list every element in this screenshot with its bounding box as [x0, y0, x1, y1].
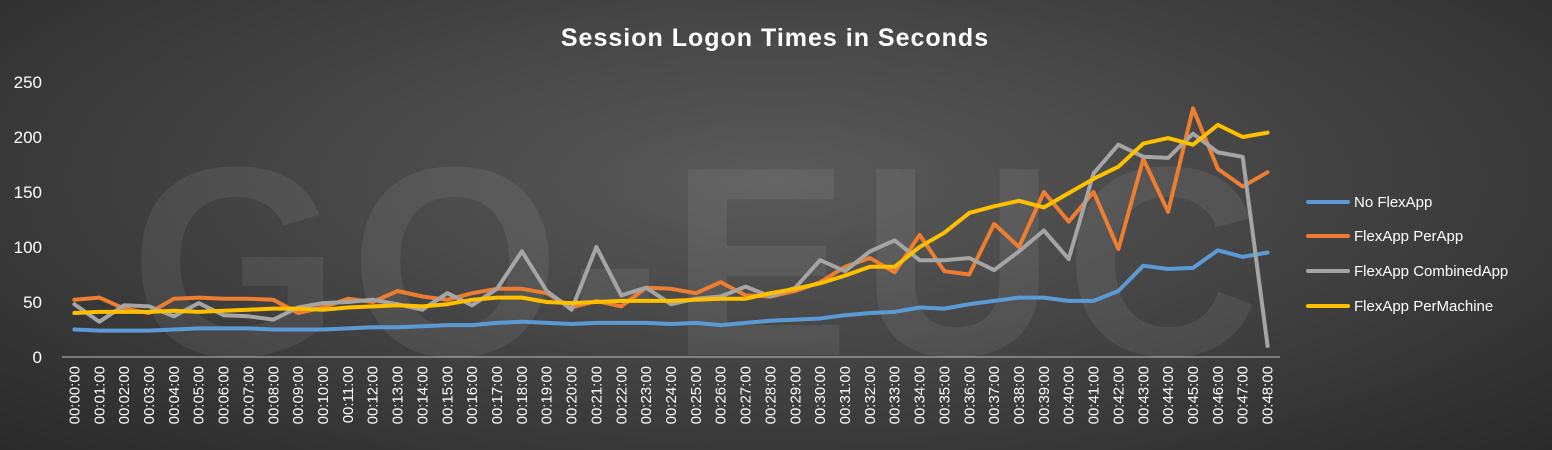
x-tick-label: 00:48:00 — [1260, 366, 1277, 424]
x-tick-label: 00:04:00 — [166, 366, 183, 424]
x-tick-label: 00:31:00 — [837, 366, 854, 424]
x-tick-label: 00:33:00 — [887, 366, 904, 424]
x-tick-label: 00:07:00 — [240, 366, 257, 424]
y-axis: 0 50 100 150 200 250 — [14, 73, 42, 367]
x-tick-label: 00:08:00 — [265, 366, 282, 424]
x-tick-label: 00:38:00 — [1011, 366, 1028, 424]
y-tick-label: 0 — [33, 348, 42, 367]
x-tick-label: 00:06:00 — [216, 366, 233, 424]
x-tick-label: 00:18:00 — [514, 366, 531, 424]
y-tick-label: 50 — [23, 293, 42, 312]
x-tick-label: 00:09:00 — [290, 366, 307, 424]
series-line-3 — [72, 122, 1270, 315]
x-tick-label: 00:28:00 — [762, 366, 779, 424]
legend-label: FlexApp PerMachine — [1354, 298, 1493, 315]
x-tick-label: 00:14:00 — [414, 366, 431, 424]
x-tick-label: 00:25:00 — [688, 366, 705, 424]
series-lines — [72, 106, 1270, 348]
y-tick-label: 150 — [14, 183, 42, 202]
x-tick-label: 00:05:00 — [191, 366, 208, 424]
x-tick-label: 00:32:00 — [862, 366, 879, 424]
legend: No FlexApp FlexApp PerApp FlexApp Combined… — [1306, 194, 1508, 315]
x-tick-label: 00:26:00 — [713, 366, 730, 424]
x-tick-label: 00:44:00 — [1160, 366, 1177, 424]
x-tick-label: 00:36:00 — [961, 366, 978, 424]
legend-label: FlexApp CombinedApp — [1354, 263, 1508, 280]
x-tick-label: 00:15:00 — [439, 366, 456, 424]
x-tick-label: 00:19:00 — [539, 366, 556, 424]
series-line-0 — [72, 248, 1270, 333]
x-tick-label: 00:12:00 — [365, 366, 382, 424]
chart-title: Session Logon Times in Seconds — [561, 24, 989, 52]
x-tick-label: 00:10:00 — [315, 366, 332, 424]
watermark-text: GO-EUC — [130, 112, 1270, 413]
x-tick-label: 00:47:00 — [1235, 366, 1252, 424]
x-tick-label: 00:03:00 — [141, 366, 158, 424]
series-line-1 — [72, 106, 1270, 315]
x-tick-label: 00:16:00 — [464, 366, 481, 424]
x-tick-label: 00:01:00 — [91, 366, 108, 424]
x-tick-label: 00:17:00 — [489, 366, 506, 424]
x-tick-label: 00:40:00 — [1061, 366, 1078, 424]
y-tick-label: 250 — [14, 73, 42, 92]
x-tick-label: 00:41:00 — [1086, 366, 1103, 424]
series-line-2 — [72, 131, 1270, 348]
x-tick-label: 00:23:00 — [638, 366, 655, 424]
legend-label: FlexApp PerApp — [1354, 228, 1463, 245]
x-tick-label: 00:02:00 — [116, 366, 133, 424]
x-tick-label: 00:20:00 — [564, 366, 581, 424]
x-tick-label: 00:46:00 — [1210, 366, 1227, 424]
x-tick-label: 00:11:00 — [340, 366, 357, 423]
x-tick-label: 00:37:00 — [986, 366, 1003, 424]
x-tick-label: 00:43:00 — [1135, 366, 1152, 424]
x-axis: 00:00:00 00:01:00 00:02:00 00:03:00 00:04:00… — [66, 366, 1276, 424]
x-tick-label: 00:27:00 — [738, 366, 755, 424]
x-tick-label: 00:42:00 — [1110, 366, 1127, 424]
x-tick-label: 00:35:00 — [936, 366, 953, 424]
x-tick-label: 00:30:00 — [812, 366, 829, 424]
x-tick-label: 00:22:00 — [613, 366, 630, 424]
y-tick-label: 100 — [14, 238, 42, 257]
y-tick-label: 200 — [14, 128, 42, 147]
x-tick-label: 00:21:00 — [588, 366, 605, 424]
x-tick-label: 00:00:00 — [66, 366, 83, 424]
legend-label: No FlexApp — [1354, 194, 1432, 211]
x-tick-label: 00:45:00 — [1185, 366, 1202, 424]
x-tick-label: 00:39:00 — [1036, 366, 1053, 424]
x-tick-label: 00:24:00 — [663, 366, 680, 424]
x-tick-label: 00:13:00 — [390, 366, 407, 424]
x-tick-label: 00:29:00 — [787, 366, 804, 424]
x-tick-label: 00:34:00 — [912, 366, 929, 424]
